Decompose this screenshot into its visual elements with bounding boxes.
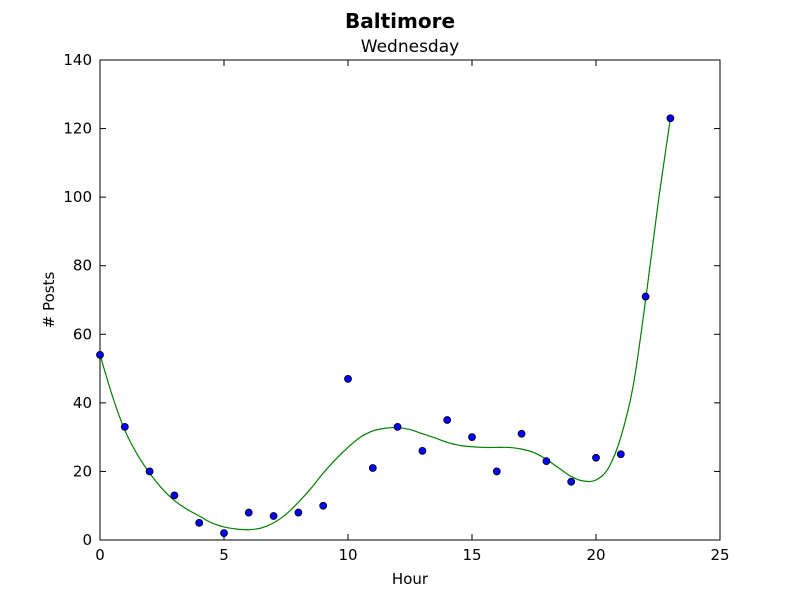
points-group: [96, 114, 675, 538]
x-tick-label: 5: [219, 546, 229, 564]
data-point: [120, 422, 129, 431]
y-tick-label: 0: [82, 531, 92, 549]
y-tick-label: 40: [73, 394, 92, 412]
data-point: [418, 446, 427, 455]
data-point: [319, 501, 328, 510]
plot-frame: [99, 59, 721, 541]
fit-line: [99, 118, 671, 531]
data-point: [517, 429, 526, 438]
data-point: [492, 467, 501, 476]
y-tick-label: 100: [63, 188, 92, 206]
data-point: [616, 450, 625, 459]
y-tick-label: 120: [63, 120, 92, 138]
x-tick-label: 15: [462, 546, 481, 564]
data-point: [145, 467, 154, 476]
x-tick-label: 25: [710, 546, 729, 564]
y-tick-label: 140: [63, 51, 92, 69]
data-point: [344, 374, 352, 383]
data-point: [641, 292, 650, 301]
data-point: [269, 512, 278, 520]
y-tick-label: 20: [73, 462, 92, 480]
y-tick-label: 80: [73, 257, 92, 275]
data-point: [244, 508, 253, 517]
data-point: [195, 518, 204, 527]
data-point: [542, 457, 551, 466]
x-tick-label: 10: [338, 546, 357, 564]
x-tick-label: 0: [95, 546, 105, 564]
plot-area: 0 5 10 15 20 25 0 20 40 60 80 100 120 140: [63, 51, 729, 564]
ticks: 0 5 10 15 20 25 0 20 40 60 80 100 120 140: [63, 51, 729, 564]
data-point: [220, 529, 228, 538]
chart-subtitle: Wednesday: [361, 37, 459, 57]
data-point: [294, 508, 303, 517]
fit-line-group: [99, 118, 671, 531]
data-point: [443, 416, 452, 424]
y-tick-label: 60: [73, 325, 92, 343]
data-point: [170, 491, 179, 500]
y-axis-label: # Posts: [40, 272, 58, 329]
x-tick-label: 20: [586, 546, 605, 564]
data-point: [368, 464, 377, 472]
data-point: [96, 350, 104, 359]
data-point: [567, 477, 576, 486]
data-point: [393, 422, 402, 431]
data-point: [592, 453, 600, 462]
data-point: [666, 114, 675, 123]
data-point: [468, 433, 476, 442]
chart-title: Baltimore: [345, 9, 455, 33]
x-axis-label: Hour: [392, 570, 429, 588]
